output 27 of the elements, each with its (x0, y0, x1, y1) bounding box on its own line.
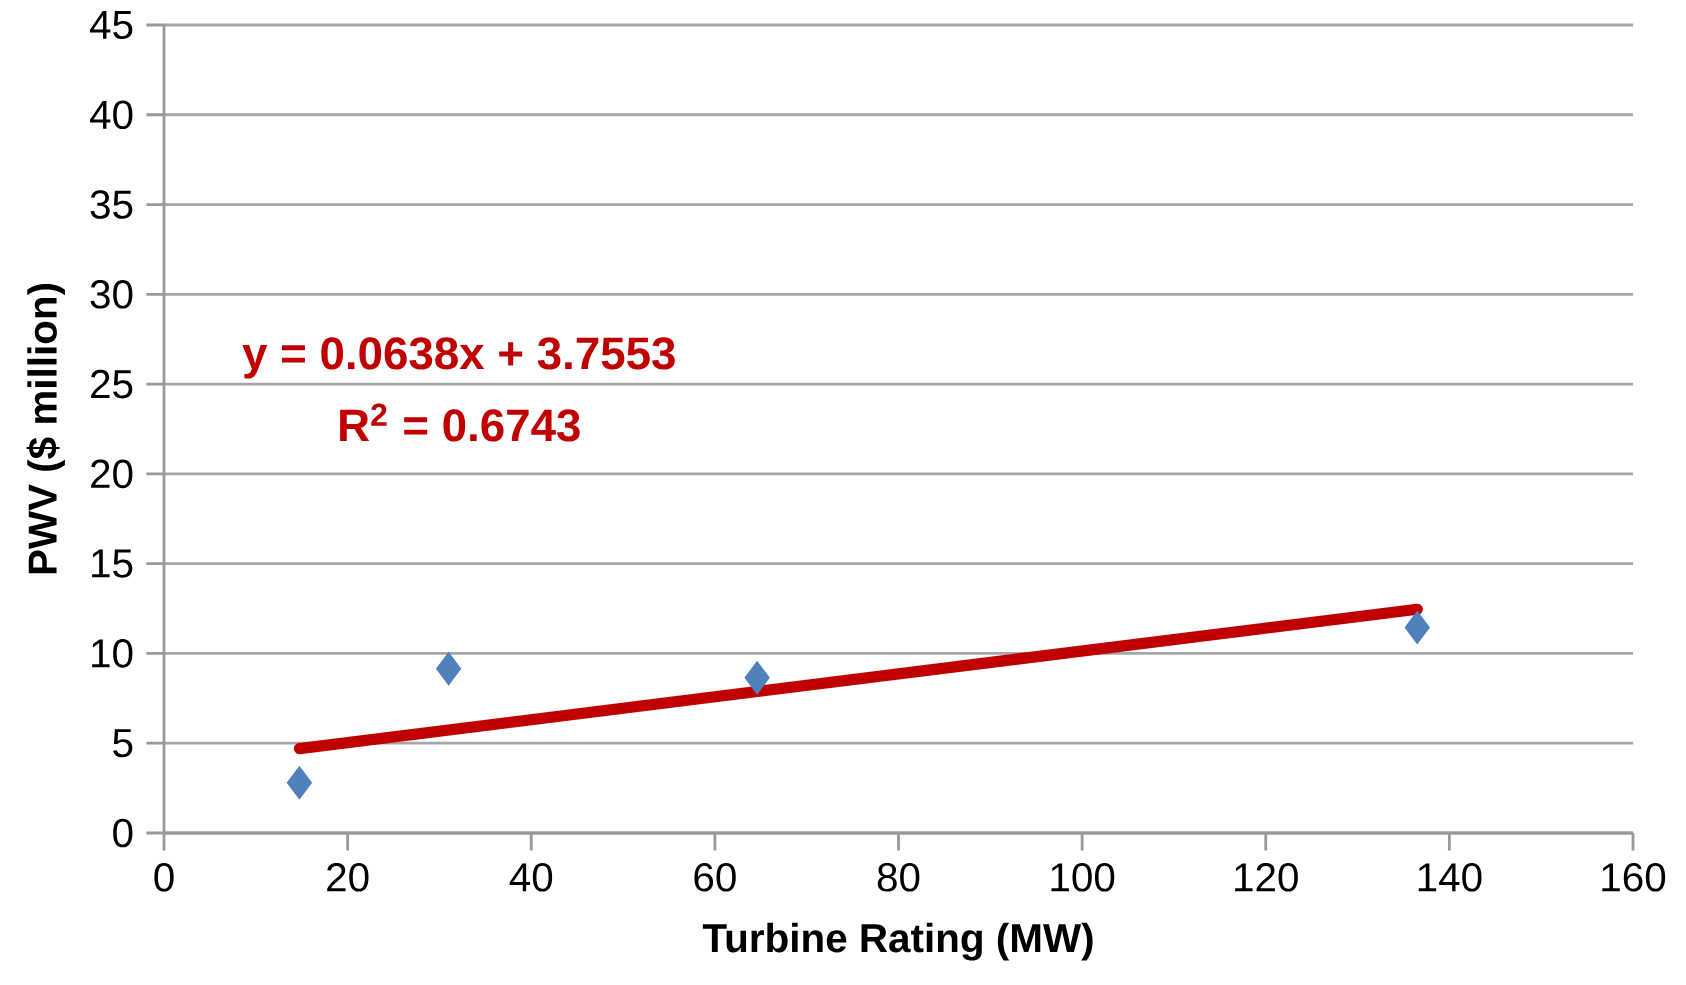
x-tick-label: 140 (1418, 862, 1482, 892)
x-tick-label: 60 (694, 862, 736, 892)
annotation: y = 0.0638x + 3.7553 (242, 337, 675, 379)
x-tick-label: 80 (877, 862, 920, 892)
y-tick-label: 45 (89, 10, 133, 40)
x-tick-label: 160 (1602, 862, 1666, 892)
point (436, 652, 462, 686)
x-tick-label: 120 (1235, 862, 1298, 892)
point (744, 661, 770, 695)
y-tick-label: 20 (91, 459, 133, 489)
y-tick-label: 40 (89, 100, 133, 130)
y-tick-label: 30 (90, 280, 133, 309)
x-tick-label: 20 (327, 862, 369, 892)
x-tick-label: 0 (154, 862, 174, 892)
y-axis-title: PWV ($ million) (26, 283, 65, 574)
y-tick-label: 5 (113, 729, 133, 758)
y-tick-label: 10 (92, 639, 133, 668)
y-tick-label: 35 (90, 190, 133, 219)
y-tick-label: 15 (92, 549, 133, 578)
y-tick-label: 0 (113, 818, 133, 848)
x-tick-label: 40 (509, 862, 553, 892)
point (286, 766, 312, 800)
x-tick-label: 100 (1051, 862, 1115, 892)
x-axis-title: Turbine Rating (MW) (702, 922, 1093, 961)
y-tick-label: 25 (91, 369, 133, 399)
point (1404, 610, 1430, 644)
annotation: R$^{2}$ = 0.6743 (340, 403, 580, 442)
